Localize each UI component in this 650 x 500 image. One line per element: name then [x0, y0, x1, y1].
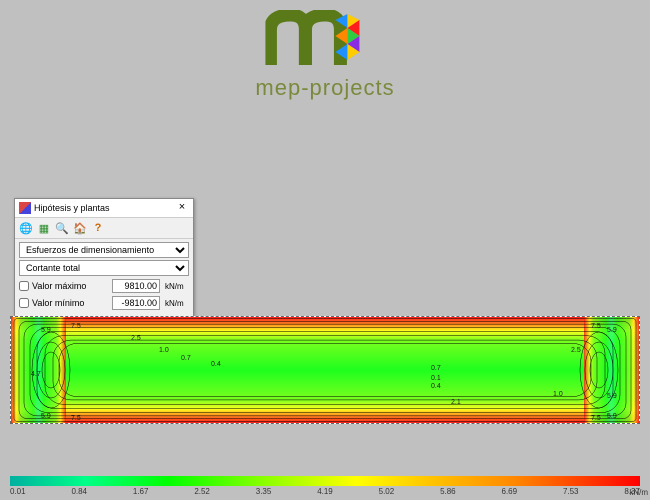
logo-text: mep-projects — [255, 75, 394, 101]
contour-label: 1.0 — [553, 391, 563, 398]
min-unit: kN/m — [163, 299, 189, 308]
max-unit: kN/m — [163, 282, 189, 291]
min-label: Valor mínimo — [32, 298, 84, 308]
scale-tick: 0.84 — [71, 487, 87, 496]
dialog-app-icon — [19, 202, 31, 214]
min-checkbox[interactable] — [19, 298, 29, 308]
color-scale: 0.01 0.84 1.67 2.52 3.35 4.19 5.02 5.86 6.69 7.53… — [0, 476, 650, 496]
scale-unit: kN/m — [629, 488, 648, 497]
contour-label: 0.4 — [431, 383, 441, 390]
layers-icon[interactable]: ▦ — [36, 220, 52, 236]
contour-label: 4.7 — [31, 371, 41, 378]
contour-label: 7.5 — [591, 323, 601, 330]
min-value-row: Valor mínimo kN/m — [19, 295, 189, 311]
dialog-title-text: Hipótesis y plantas — [34, 203, 110, 213]
scale-tick: 3.35 — [256, 487, 272, 496]
hypothesis-dialog: Hipótesis y plantas × 🌐 ▦ 🔍 🏠 ? Esfuerzo… — [14, 198, 194, 331]
contour-label: 0.1 — [431, 375, 441, 382]
scale-ticks: 0.01 0.84 1.67 2.52 3.35 4.19 5.02 5.86 6.69 7.53… — [10, 487, 640, 496]
contour-label: 7.5 — [71, 323, 81, 330]
scale-tick: 7.53 — [563, 487, 579, 496]
contour-label: 0.4 — [211, 361, 221, 368]
max-checkbox[interactable] — [19, 281, 29, 291]
scale-tick: 5.02 — [379, 487, 395, 496]
dialog-titlebar[interactable]: Hipótesis y plantas × — [15, 199, 193, 218]
scale-tick: 4.19 — [317, 487, 333, 496]
contour-label: 5.9 — [607, 413, 617, 420]
close-icon[interactable]: × — [175, 201, 189, 215]
scale-tick: 5.86 — [440, 487, 456, 496]
contour-label: 7.5 — [591, 415, 601, 422]
contour-plot: 7.57.55.95.92.52.51.00.70.40.10.40.71.02… — [10, 316, 640, 424]
contour-label: 1.0 — [159, 347, 169, 354]
home-icon[interactable]: 🏠 — [72, 220, 88, 236]
effort-select[interactable]: Esfuerzos de dimensionamiento — [19, 242, 189, 258]
help-icon[interactable]: ? — [90, 220, 106, 236]
globe-icon[interactable]: 🌐 — [18, 220, 34, 236]
search-icon[interactable]: 🔍 — [54, 220, 70, 236]
scale-tick: 1.67 — [133, 487, 149, 496]
scale-tick: 2.52 — [194, 487, 210, 496]
scale-tick: 6.69 — [502, 487, 518, 496]
dialog-toolbar: 🌐 ▦ 🔍 🏠 ? — [15, 218, 193, 239]
contour-label: 0.7 — [181, 355, 191, 362]
quantity-select[interactable]: Cortante total — [19, 260, 189, 276]
contour-label: 2.5 — [571, 347, 581, 354]
scale-tick: 0.01 — [10, 487, 26, 496]
contour-label: 2.5 — [131, 335, 141, 342]
min-input[interactable] — [112, 296, 160, 310]
logo-mark — [265, 10, 385, 70]
contour-label: 5.9 — [607, 327, 617, 334]
contour-label: 2.1 — [451, 399, 461, 406]
brand-logo: mep-projects — [255, 10, 394, 101]
scale-gradient — [10, 476, 640, 486]
contour-label: 0.7 — [431, 365, 441, 372]
max-value-row: Valor máximo kN/m — [19, 278, 189, 294]
max-input[interactable] — [112, 279, 160, 293]
contour-label: 7.5 — [71, 415, 81, 422]
max-label: Valor máximo — [32, 281, 86, 291]
contour-label: 5.9 — [41, 327, 51, 334]
contour-label: 5.9 — [607, 393, 617, 400]
contour-label: 5.9 — [41, 413, 51, 420]
